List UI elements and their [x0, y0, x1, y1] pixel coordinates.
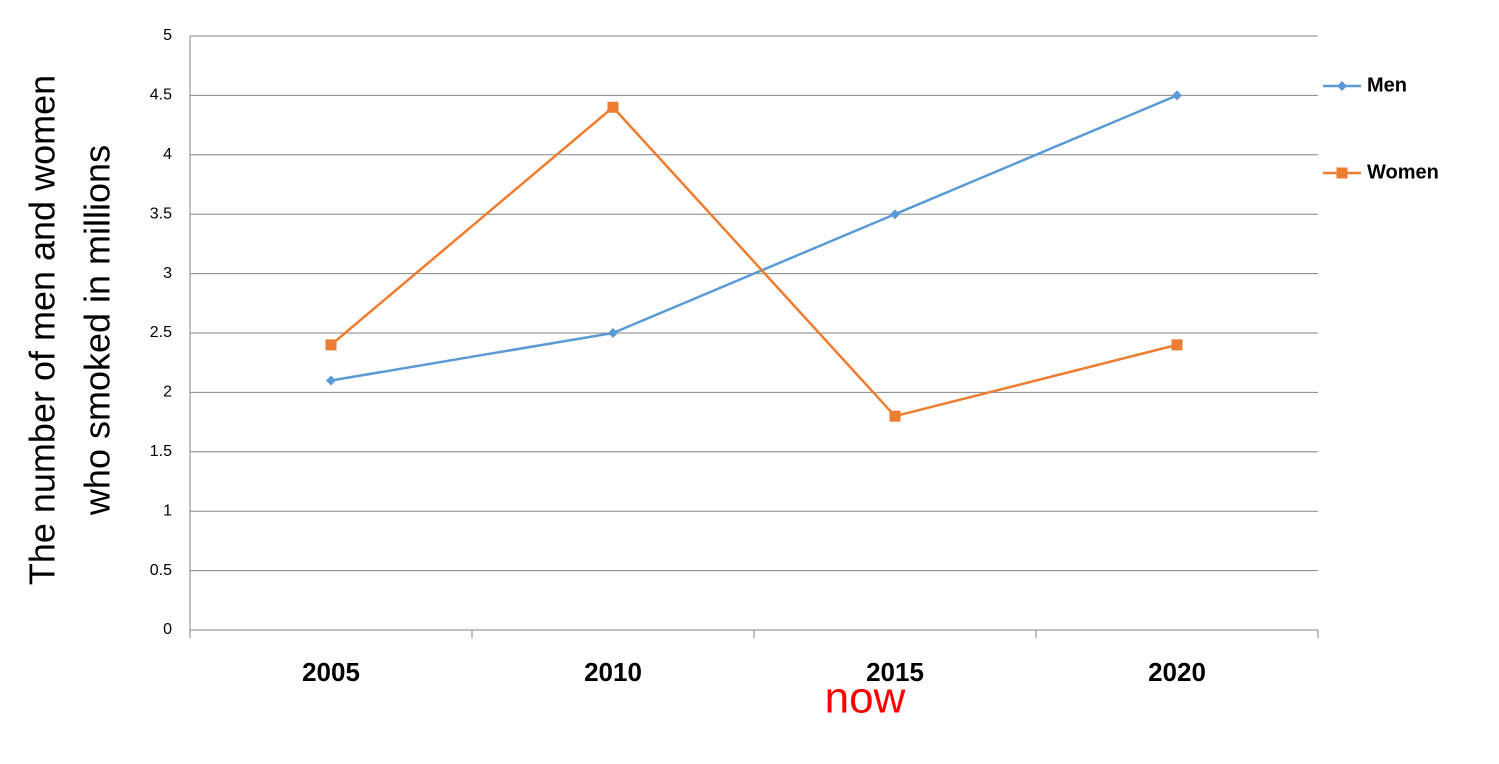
y-tick-label: 4.5	[150, 87, 172, 104]
legend-label: Women	[1367, 161, 1439, 183]
y-tick-label: 1	[163, 502, 172, 519]
data-point	[1172, 90, 1182, 101]
y-tick-label: 2.5	[150, 324, 172, 341]
y-tick-label: 4	[163, 146, 172, 163]
x-tick-label: 2020	[1148, 657, 1206, 687]
y-axis-label: The number of men and women	[22, 75, 63, 585]
y-axis-label: who smoked in millions	[77, 145, 118, 516]
y-tick-label: 3.5	[150, 205, 172, 222]
x-tick-label: 2015	[866, 657, 924, 687]
data-point	[325, 339, 337, 351]
series-line	[330, 94, 1178, 382]
annotation: now	[825, 674, 906, 723]
x-tick-label: 2010	[584, 657, 642, 687]
legend-marker	[1336, 167, 1348, 179]
y-tick-label: 0	[163, 621, 172, 638]
legend-marker	[1337, 81, 1347, 91]
data-point	[889, 410, 901, 422]
series-line	[330, 105, 1178, 418]
y-tick-label: 2	[163, 384, 172, 401]
x-tick-label: 2005	[302, 657, 360, 687]
data-point	[1171, 339, 1183, 351]
legend-label: Men	[1367, 74, 1407, 96]
data-point	[326, 375, 336, 386]
data-point	[607, 101, 619, 113]
data-point	[890, 209, 900, 220]
y-tick-label: 0.5	[150, 562, 172, 579]
y-tick-label: 3	[163, 265, 172, 282]
y-tick-label: 1.5	[150, 443, 172, 460]
y-tick-label: 5	[163, 27, 172, 44]
data-point	[608, 328, 618, 338]
